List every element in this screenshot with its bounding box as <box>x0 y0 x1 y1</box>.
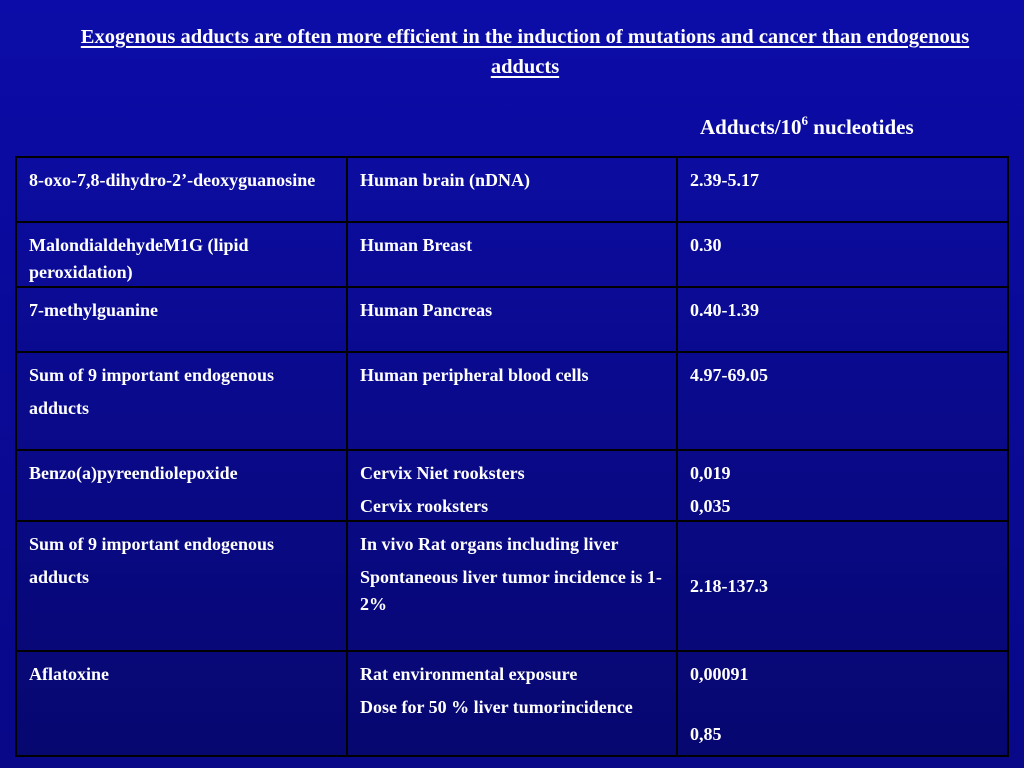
cell-line: Human Pancreas <box>360 300 493 320</box>
slide-title: Exogenous adducts are often more efficie… <box>80 26 970 78</box>
cell-line: 7-methylguanine <box>29 300 159 320</box>
cell-line: 2.39-5.17 <box>690 170 759 190</box>
adducts-table: 8-oxo-7,8-dihydro-2’-deoxyguanosine Huma… <box>15 156 1009 757</box>
cell-line: Sum of 9 important endogenous <box>29 365 275 385</box>
cell-line: Spontaneous liver tumor incidence is 1-2… <box>360 567 662 614</box>
table-row: 8-oxo-7,8-dihydro-2’-deoxyguanosine Huma… <box>15 156 1009 223</box>
compound-cell: Sum of 9 important endogenous adducts <box>15 351 348 451</box>
compound-cell: Sum of 9 important endogenous adducts <box>15 520 348 652</box>
value-cell: 0.30 <box>676 221 1009 288</box>
cell-line: adducts <box>29 398 90 418</box>
cell-line: Cervix rooksters <box>360 496 489 516</box>
units-exponent: 6 <box>801 113 809 128</box>
table-row: Aflatoxine Rat environmental exposure Dos… <box>15 650 1009 757</box>
tissue-cell: Human Pancreas <box>346 286 678 353</box>
value-cell: 4.97-69.05 <box>676 351 1009 451</box>
cell-line: 0,85 <box>690 724 722 744</box>
cell-line: Dose for 50 % liver tumorincidence <box>360 697 633 717</box>
cell-line: 8-oxo-7,8-dihydro-2’-deoxyguanosine <box>29 170 316 190</box>
cell-line: In vivo Rat organs including liver <box>360 534 619 554</box>
table-row: 7-methylguanine Human Pancreas 0.40-1.39 <box>15 286 1009 353</box>
compound-cell: Benzo(a)pyreendiolepoxide <box>15 449 348 522</box>
units-suffix: nucleotides <box>808 115 914 139</box>
tissue-cell: Rat environmental exposure Dose for 50 % … <box>346 650 678 757</box>
value-cell: 0,00091 0,85 <box>676 650 1009 757</box>
value-cell: 2.39-5.17 <box>676 156 1009 223</box>
cell-line: MalondialdehydeM1G (lipid peroxidation) <box>29 235 249 282</box>
table-row: Benzo(a)pyreendiolepoxide Cervix Niet ro… <box>15 449 1009 522</box>
cell-line: Rat environmental exposure <box>360 664 578 684</box>
cell-line: Sum of 9 important endogenous <box>29 534 275 554</box>
tissue-cell: Cervix Niet rooksters Cervix rooksters <box>346 449 678 522</box>
value-cell: 0,019 0,035 <box>676 449 1009 522</box>
compound-cell: MalondialdehydeM1G (lipid peroxidation) <box>15 221 348 288</box>
cell-line: 0,00091 <box>690 664 749 684</box>
cell-line: 0.30 <box>690 235 722 255</box>
tissue-cell: Human brain (nDNA) <box>346 156 678 223</box>
cell-line: adducts <box>29 567 90 587</box>
cell-line: Human peripheral blood cells <box>360 365 589 385</box>
cell-line: 4.97-69.05 <box>690 365 768 385</box>
cell-line: 2.18-137.3 <box>690 575 768 596</box>
compound-cell: Aflatoxine <box>15 650 348 757</box>
cell-line: Human brain (nDNA) <box>360 170 531 190</box>
units-label: Adducts/106 nucleotides <box>700 113 914 140</box>
compound-cell: 7-methylguanine <box>15 286 348 353</box>
units-prefix: Adducts/10 <box>700 115 802 139</box>
tissue-cell: Human Breast <box>346 221 678 288</box>
cell-line: 0,035 <box>690 496 731 516</box>
cell-line: Human Breast <box>360 235 473 255</box>
value-cell: 2.18-137.3 <box>676 520 1009 652</box>
table-row: MalondialdehydeM1G (lipid peroxidation) … <box>15 221 1009 288</box>
cell-line: 0,019 <box>690 463 731 483</box>
tissue-cell: In vivo Rat organs including liver Sponta… <box>346 520 678 652</box>
cell-line: Aflatoxine <box>29 664 109 684</box>
cell-line: Cervix Niet rooksters <box>360 463 525 483</box>
tissue-cell: Human peripheral blood cells <box>346 351 678 451</box>
cell-line: 0.40-1.39 <box>690 300 759 320</box>
table-row: Sum of 9 important endogenous adducts Hum… <box>15 351 1009 451</box>
table-row: Sum of 9 important endogenous adducts In … <box>15 520 1009 652</box>
compound-cell: 8-oxo-7,8-dihydro-2’-deoxyguanosine <box>15 156 348 223</box>
value-cell: 0.40-1.39 <box>676 286 1009 353</box>
cell-line: Benzo(a)pyreendiolepoxide <box>29 463 238 483</box>
